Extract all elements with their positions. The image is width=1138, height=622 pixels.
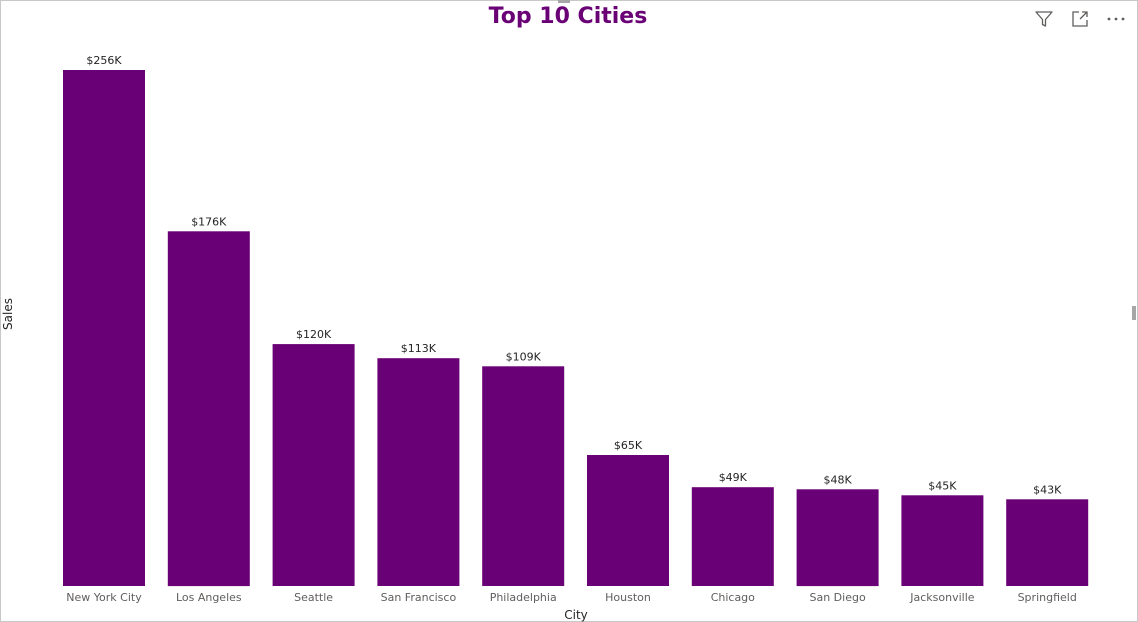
chart-title: Top 10 Cities <box>488 4 648 29</box>
x-tick-label: Los Angeles <box>176 591 242 604</box>
data-label: $43K <box>1033 483 1062 496</box>
data-label: $65K <box>614 439 643 452</box>
bar-los-angeles[interactable] <box>167 231 250 587</box>
more-options-button[interactable] <box>1104 8 1128 30</box>
bar-san-diego[interactable] <box>796 489 879 587</box>
more-options-icon <box>1107 17 1125 21</box>
bar-seattle[interactable] <box>272 344 355 586</box>
data-label: $120K <box>296 328 332 341</box>
x-tick-labels-layer: New York City Los Angeles Seattle San Franc… <box>66 591 1077 604</box>
data-label: $45K <box>928 479 957 492</box>
x-tick-label: Philadelphia <box>490 591 557 604</box>
bar-san-francisco[interactable] <box>377 358 460 586</box>
x-tick-label: San Francisco <box>381 591 457 604</box>
data-label: $176K <box>191 215 227 228</box>
x-tick-label: Seattle <box>294 591 333 604</box>
data-label: $113K <box>401 342 437 355</box>
x-tick-label: Houston <box>605 591 651 604</box>
visual-header-toolbar <box>1032 8 1128 30</box>
x-axis-title: City <box>564 608 588 622</box>
bar-jacksonville[interactable] <box>901 495 984 586</box>
resize-handle-right[interactable] <box>1132 306 1136 320</box>
bar-springfield[interactable] <box>1006 499 1089 586</box>
filter-icon <box>1035 11 1053 27</box>
data-label: $109K <box>506 350 542 363</box>
y-axis-title: Sales <box>1 298 15 330</box>
data-label: $256K <box>86 54 122 67</box>
filter-button[interactable] <box>1032 8 1056 30</box>
bars-layer <box>63 70 1089 587</box>
data-label: $49K <box>719 471 748 484</box>
focus-mode-icon <box>1072 11 1088 27</box>
bar-chicago[interactable] <box>691 487 774 586</box>
bar-philadelphia[interactable] <box>482 366 565 586</box>
x-tick-label: Springfield <box>1018 591 1077 604</box>
data-labels-layer: $256K $176K $120K $113K $109K $65K $49K $48K $45… <box>86 54 1062 496</box>
x-tick-label: Jacksonville <box>909 591 975 604</box>
x-tick-label: Chicago <box>711 591 755 604</box>
x-tick-label: New York City <box>66 591 142 604</box>
x-tick-label: San Diego <box>809 591 865 604</box>
bar-houston[interactable] <box>587 455 669 586</box>
resize-handle-top[interactable] <box>558 0 570 3</box>
bar-new-york-city[interactable] <box>63 70 145 586</box>
focus-mode-button[interactable] <box>1068 8 1092 30</box>
data-label: $48K <box>823 473 852 486</box>
